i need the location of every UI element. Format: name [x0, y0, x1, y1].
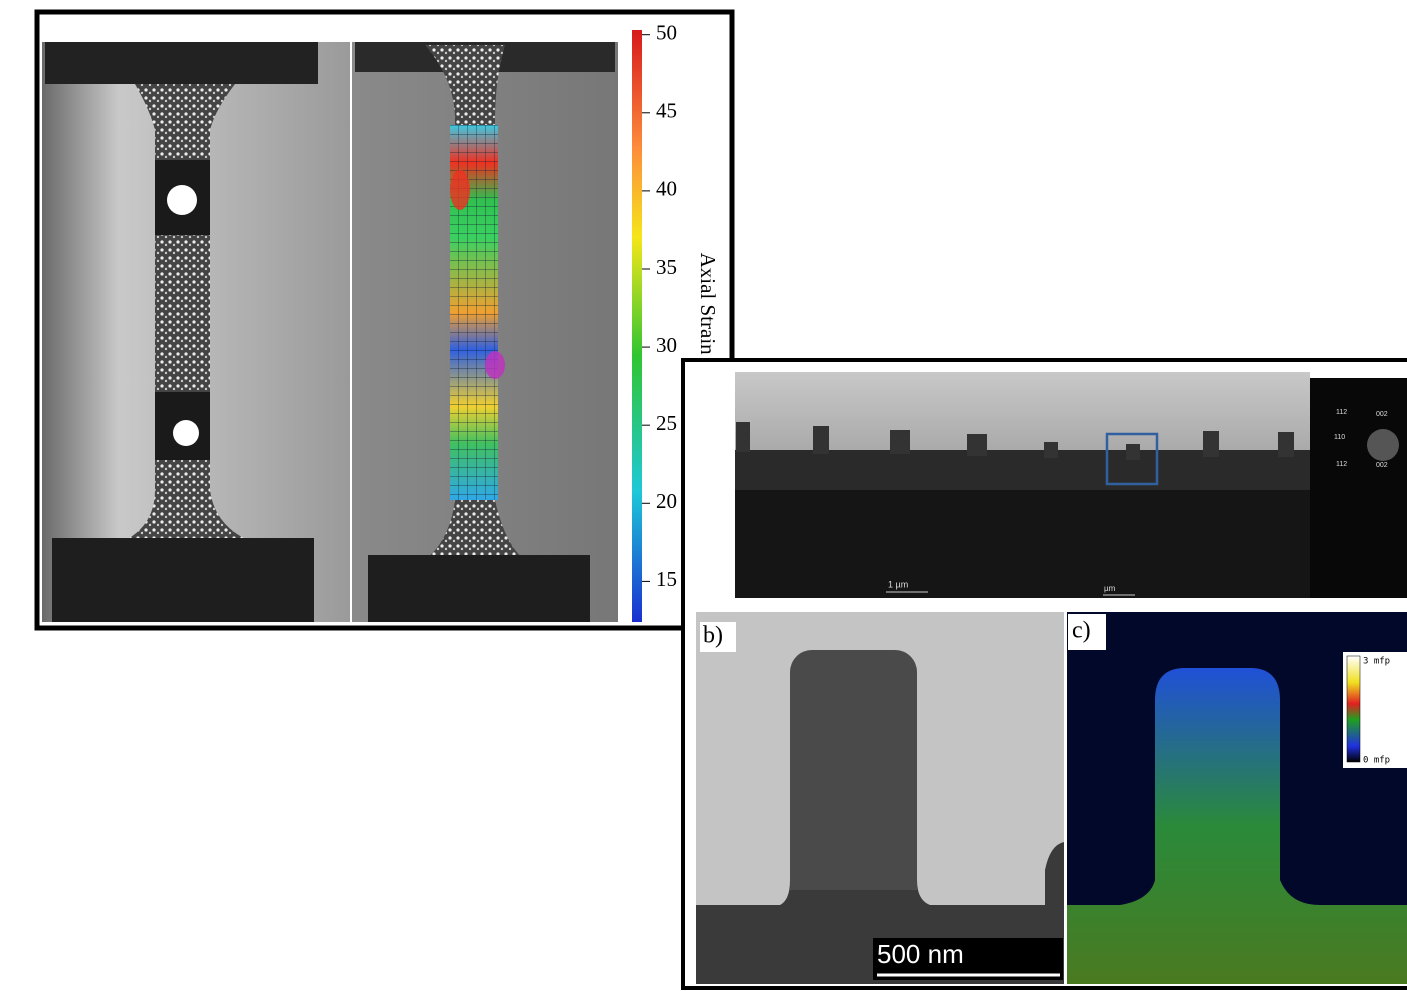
scale-label: 1 µm	[888, 579, 908, 589]
colorbar-tick-label: 30	[656, 333, 677, 357]
diffraction-label: 112	[1336, 409, 1347, 416]
colorbar-tick-label: 35	[656, 255, 677, 279]
colorbar-tick-label: 45	[656, 99, 677, 123]
colorbar-tick-label: 20	[656, 489, 677, 513]
colorbar-tick-label: 50	[656, 20, 677, 44]
diffraction-label: 110	[1334, 434, 1345, 441]
panel-bc: 1 µm µm 112 002 110 112 002 b) 500 nm c)…	[683, 360, 1407, 988]
diffraction-label: 112	[1336, 461, 1347, 468]
figure: 5045403530252015 Axial Strain (%) 1 µm µ…	[0, 0, 1407, 991]
colorbar-tick-label: 40	[656, 177, 677, 201]
legend-label: 3 mfp	[1363, 657, 1390, 667]
scale-label: µm	[1104, 584, 1116, 593]
legend-label: 0 mfp	[1363, 756, 1390, 766]
diffraction-label: 002	[1376, 411, 1388, 418]
scale-bar-label: 500 nm	[877, 939, 964, 969]
colorbar-tick-label: 15	[656, 567, 677, 591]
colorbar	[632, 30, 642, 622]
colorbar-tick-label: 25	[656, 411, 677, 435]
panel-label: b)	[703, 623, 723, 649]
panel-label: c)	[1072, 618, 1091, 644]
diffraction-label: 002	[1376, 462, 1388, 469]
